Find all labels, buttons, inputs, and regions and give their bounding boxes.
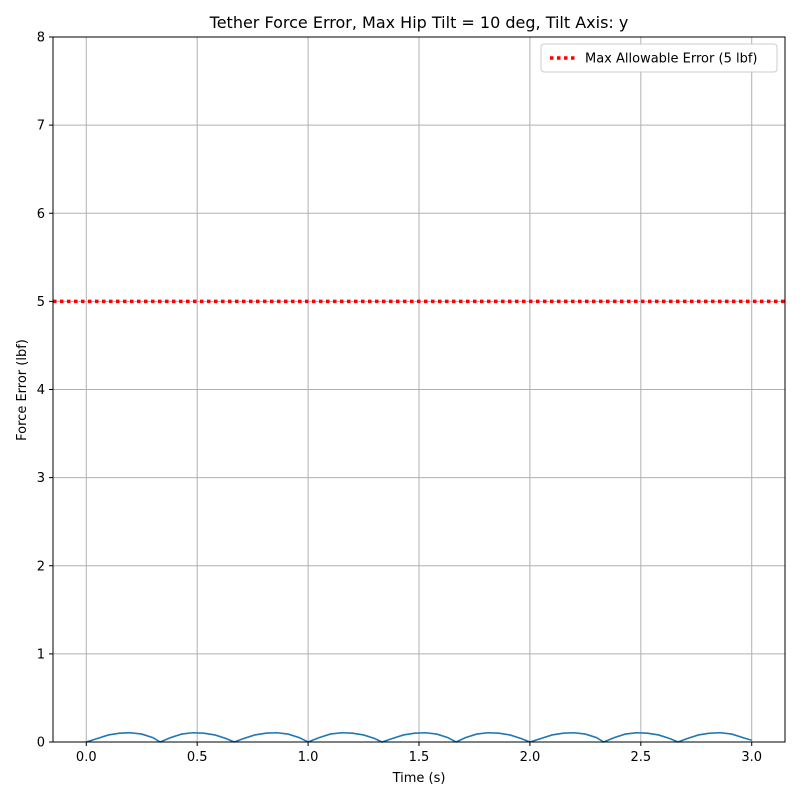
x-axis-label: Time (s): [392, 771, 446, 786]
plot-area: 0.0 0.5 1.0 1.5 2.0 2.5 3.0 0 1 2 3 4 5 6 7 8 Max Allowa…: [37, 31, 786, 765]
y-tick-label: 4: [37, 383, 45, 398]
x-tick-label: 0.5: [187, 750, 208, 765]
y-tick-label: 5: [37, 295, 45, 310]
x-tick-label: 2.0: [520, 750, 541, 765]
y-tick-label: 1: [37, 647, 45, 662]
x-tick-label: 3.0: [741, 750, 762, 765]
y-tick-label: 8: [37, 31, 45, 46]
x-tick-label: 0.0: [76, 750, 97, 765]
y-tick-label: 0: [37, 736, 45, 751]
x-tick-label: 1.5: [409, 750, 430, 765]
y-tick-label: 6: [37, 207, 45, 222]
y-tick-label: 3: [37, 471, 45, 486]
chart-title: Tether Force Error, Max Hip Tilt = 10 de…: [209, 13, 629, 32]
y-tick-label: 7: [37, 119, 45, 134]
x-tick-label: 1.0: [298, 750, 319, 765]
y-tick-label: 2: [37, 559, 45, 574]
legend-label: Max Allowable Error (5 lbf): [585, 52, 757, 67]
x-tick-label: 2.5: [630, 750, 651, 765]
series-line: [86, 731, 752, 743]
legend-box: [540, 43, 778, 73]
y-axis-label: Force Error (lbf): [15, 339, 30, 441]
